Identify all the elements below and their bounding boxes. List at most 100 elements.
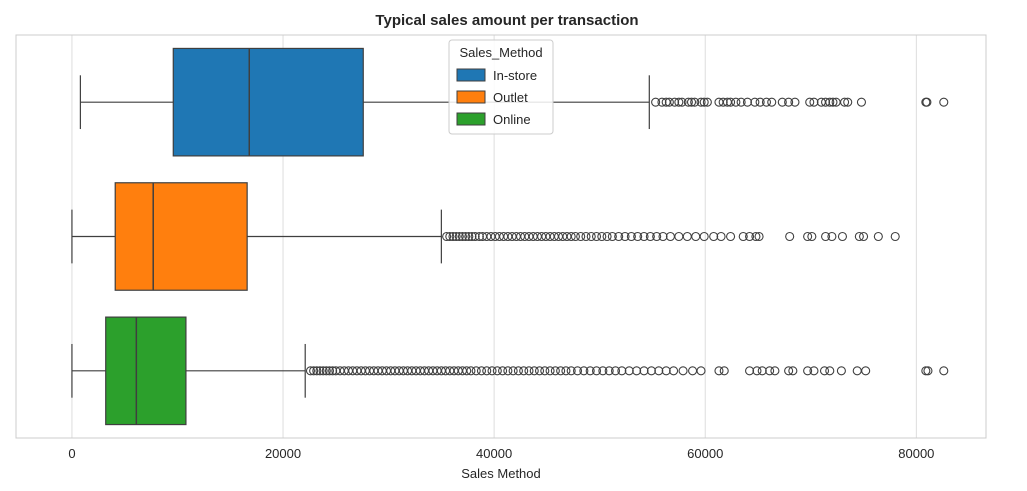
outlier-point xyxy=(529,366,539,376)
outlier-point xyxy=(719,366,729,376)
outlier-point xyxy=(827,231,837,242)
outlier-point xyxy=(581,231,591,242)
outlier-point xyxy=(702,97,712,107)
outlier-point xyxy=(696,97,706,107)
outlier-point xyxy=(709,231,719,242)
outlier-point xyxy=(854,231,864,242)
outlier-point xyxy=(821,97,831,107)
x-axis-label: Sales Method xyxy=(461,466,541,481)
outlier-point xyxy=(586,231,596,242)
outlier-point xyxy=(471,366,481,376)
outlier-point xyxy=(670,97,680,107)
outlier-point xyxy=(825,97,835,107)
outlier-point xyxy=(754,231,764,242)
outlier-point xyxy=(461,231,471,242)
chart-title: Typical sales amount per transaction xyxy=(375,12,638,29)
outlier-point xyxy=(784,97,794,107)
outlier-point xyxy=(691,231,701,242)
outlier-point xyxy=(572,366,583,376)
outlier-point xyxy=(658,231,668,242)
outlier-point xyxy=(690,97,700,107)
outlier-point xyxy=(624,366,634,376)
outlier-point xyxy=(755,97,765,107)
outlier-point xyxy=(939,97,949,107)
outlier-point xyxy=(318,366,328,376)
outlier-point xyxy=(652,231,662,242)
outlier-point xyxy=(665,231,675,242)
outlier-point xyxy=(645,231,655,242)
outlier-point xyxy=(445,231,455,242)
outlier-point xyxy=(591,231,602,242)
iqr-box xyxy=(172,47,364,157)
outlier-point xyxy=(661,366,671,376)
outlier-point xyxy=(492,366,502,376)
outlier-point xyxy=(598,366,608,376)
outlier-point xyxy=(836,366,846,376)
x-tick-label: 0 xyxy=(68,446,75,461)
outlier-point xyxy=(819,366,830,376)
outlier-point xyxy=(467,231,477,242)
outlier-point xyxy=(597,231,607,242)
outlier-point xyxy=(576,231,586,242)
outlier-point xyxy=(856,97,867,107)
x-tick-label: 20000 xyxy=(265,446,301,461)
outlier-point xyxy=(309,366,319,376)
outlier-point xyxy=(498,366,508,376)
outlier-point xyxy=(519,366,529,376)
outlier-point xyxy=(828,97,838,107)
outlier-point xyxy=(688,366,698,376)
outlier-point xyxy=(321,366,331,376)
outlier-point xyxy=(561,366,571,376)
outlier-point xyxy=(714,366,724,376)
outlier-point xyxy=(579,366,589,376)
outlier-point xyxy=(678,366,688,376)
outlier-point xyxy=(540,366,550,376)
outlier-point xyxy=(474,231,484,242)
outlier-point xyxy=(922,97,932,107)
outlier-point xyxy=(809,97,819,107)
boxes xyxy=(71,47,949,426)
outlier-point xyxy=(790,97,800,107)
outlier-point xyxy=(803,366,813,376)
outlier-point xyxy=(464,231,474,242)
outlier-point xyxy=(591,366,602,376)
outlier-point xyxy=(736,97,746,107)
outlier-point xyxy=(566,231,576,242)
outlier-point xyxy=(859,231,869,242)
x-tick-label: 60000 xyxy=(687,446,723,461)
outlier-point xyxy=(751,231,761,242)
legend-entry: Online xyxy=(493,112,531,127)
outlier-point xyxy=(503,366,513,376)
outlier-point xyxy=(633,231,643,242)
outlier-point xyxy=(442,231,452,242)
outlier-point xyxy=(602,231,612,242)
outlier-point xyxy=(718,97,728,107)
outlier-point xyxy=(324,366,335,376)
outlier-point xyxy=(451,231,461,242)
outlier-point xyxy=(745,231,755,242)
outlier-point xyxy=(677,97,687,107)
outlier-point xyxy=(731,97,741,107)
outlier-point xyxy=(805,97,815,107)
outlier-point xyxy=(651,97,661,107)
outlier-point xyxy=(620,231,630,242)
outlier-point xyxy=(873,231,883,242)
outlier-point xyxy=(738,231,748,242)
outlier-point xyxy=(699,231,709,242)
outlier-point xyxy=(757,366,767,376)
box-in-store xyxy=(79,47,949,157)
outlier-point xyxy=(777,97,787,107)
outlier-point xyxy=(466,366,476,376)
outlier-point xyxy=(487,366,497,376)
iqr-box xyxy=(105,316,187,426)
outlier-point xyxy=(770,366,780,376)
outlier-point xyxy=(809,366,819,376)
legend-title: Sales_Method xyxy=(459,45,542,60)
outlier-point xyxy=(639,231,649,242)
outlier-point xyxy=(674,231,684,242)
legend-entry: Outlet xyxy=(493,90,528,105)
outlier-point xyxy=(674,97,684,107)
outlier-point xyxy=(457,231,468,242)
